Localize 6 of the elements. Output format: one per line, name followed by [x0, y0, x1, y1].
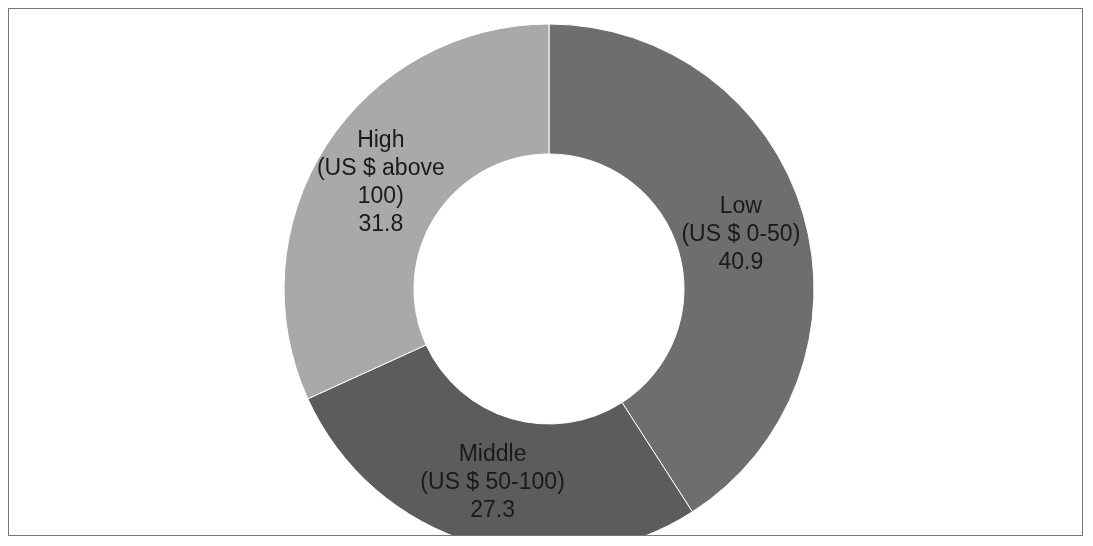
slice-label: Low (US $ 0-50)	[681, 191, 801, 246]
data-label: 27.3	[470, 495, 515, 522]
slice-label: High (US $ above 100)	[316, 125, 445, 208]
data-label: 31.8	[358, 209, 404, 236]
data-label: 40.9	[718, 247, 764, 274]
slice-label: Middle (US $ 50-100)	[420, 439, 565, 494]
